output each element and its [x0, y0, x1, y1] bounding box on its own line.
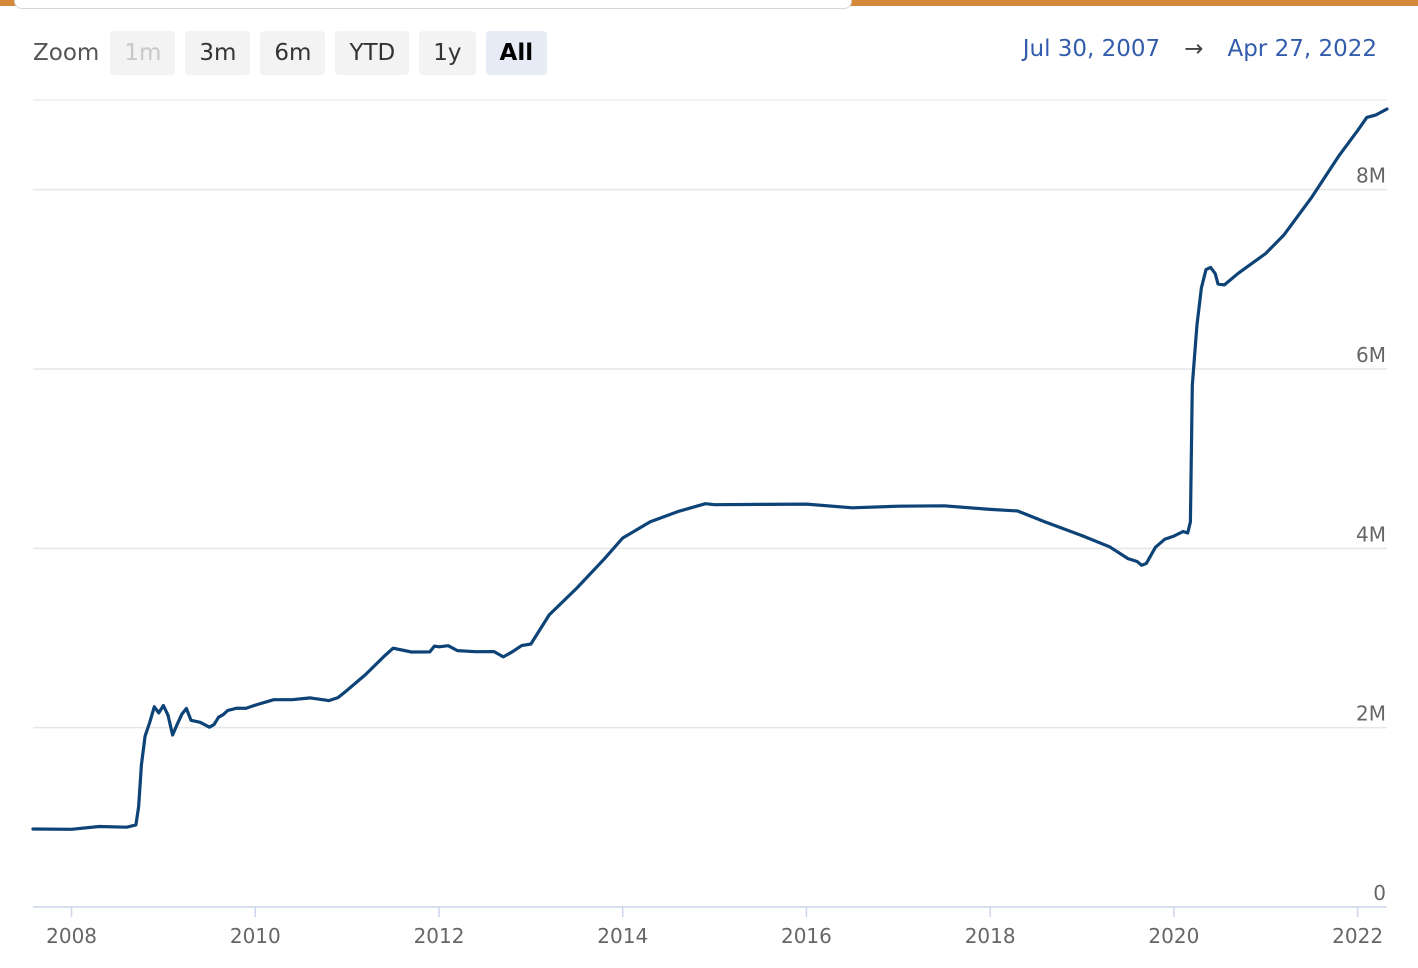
y-axis-labels: 0 2M 4M 6M 8M [1356, 164, 1386, 905]
zoom-toolbar: Zoom 1m 3m 6m YTD 1y All [33, 31, 557, 75]
x-tick-label: 2012 [414, 924, 465, 948]
zoom-1m-button: 1m [110, 31, 176, 75]
y-tick-label: 8M [1356, 164, 1386, 188]
zoom-all-button[interactable]: All [485, 31, 548, 75]
range-from-date[interactable]: Jul 30, 2007 [1022, 36, 1161, 62]
zoom-label: Zoom [33, 40, 100, 66]
gridlines [33, 188, 1387, 729]
zoom-1y-button[interactable]: 1y [419, 31, 476, 75]
date-range: Jul 30, 2007 → Apr 27, 2022 [1023, 36, 1377, 62]
y-tick-label: 2M [1356, 702, 1386, 726]
zoom-6m-button[interactable]: 6m [260, 31, 326, 75]
y-tick-label: 4M [1356, 522, 1386, 546]
x-axis-ticks [70, 907, 1359, 917]
x-tick-label: 2018 [965, 924, 1016, 948]
x-tick-label: 2016 [781, 924, 832, 948]
x-tick-label: 2022 [1332, 924, 1383, 948]
zoom-3m-button[interactable]: 3m [185, 31, 251, 75]
x-tick-label: 2010 [230, 924, 281, 948]
zoom-ytd-button[interactable]: YTD [335, 31, 410, 75]
x-tick-label: 2008 [46, 924, 97, 948]
y-tick-label: 6M [1356, 343, 1386, 367]
range-to-date[interactable]: Apr 27, 2022 [1227, 36, 1377, 62]
series-line [31, 107, 1389, 831]
range-arrow-icon: → [1184, 36, 1204, 62]
y-tick-label: 0 [1373, 881, 1386, 905]
x-tick-label: 2014 [597, 924, 648, 948]
x-axis-labels: 2008 2010 2012 2014 2016 2018 2020 2022 [46, 924, 1383, 948]
x-tick-label: 2020 [1148, 924, 1199, 948]
